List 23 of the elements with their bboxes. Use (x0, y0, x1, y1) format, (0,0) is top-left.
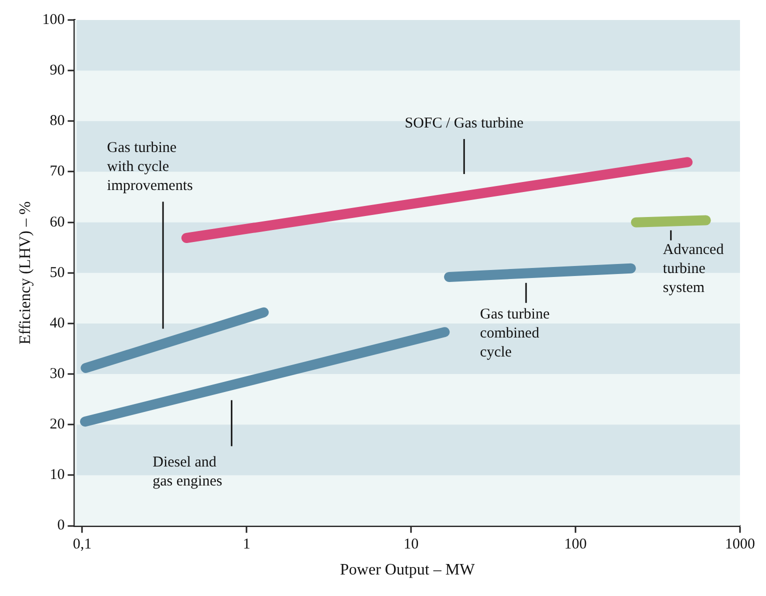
y-tick-label: 20 (50, 416, 65, 433)
y-tick-label: 50 (50, 264, 65, 281)
text: Diesel and gas engines (152, 454, 222, 490)
y-tick-label: 10 (50, 467, 65, 484)
text: Gas turbine combined cycle (480, 306, 550, 360)
y-tick-label: 0 (57, 518, 65, 534)
y-tick-label: 70 (50, 164, 65, 180)
x-tick-label: 1 (242, 536, 250, 553)
y-tick-label: 40 (50, 315, 65, 332)
x-tick-label: 1000 (725, 536, 755, 553)
x-axis-title: Power Output – MW (340, 562, 476, 579)
y-tick-label: 60 (50, 214, 65, 230)
y-tick-label: 100 (42, 12, 65, 28)
text: Gas turbine with cycle improvements (107, 140, 194, 194)
y-tick-label: 90 (50, 62, 65, 79)
text: SOFC / Gas turbine (404, 115, 524, 132)
x-tick-label: 0,1 (72, 536, 92, 553)
series-label: Advanced turbine system (662, 242, 724, 296)
y-tick-label: 30 (50, 366, 65, 382)
x-tick-label: 10 (404, 536, 419, 553)
x-tick-label: 100 (564, 536, 587, 553)
y-tick-label: 80 (50, 113, 65, 130)
y-axis-title: Efficiency (LHV) – % (16, 201, 34, 344)
